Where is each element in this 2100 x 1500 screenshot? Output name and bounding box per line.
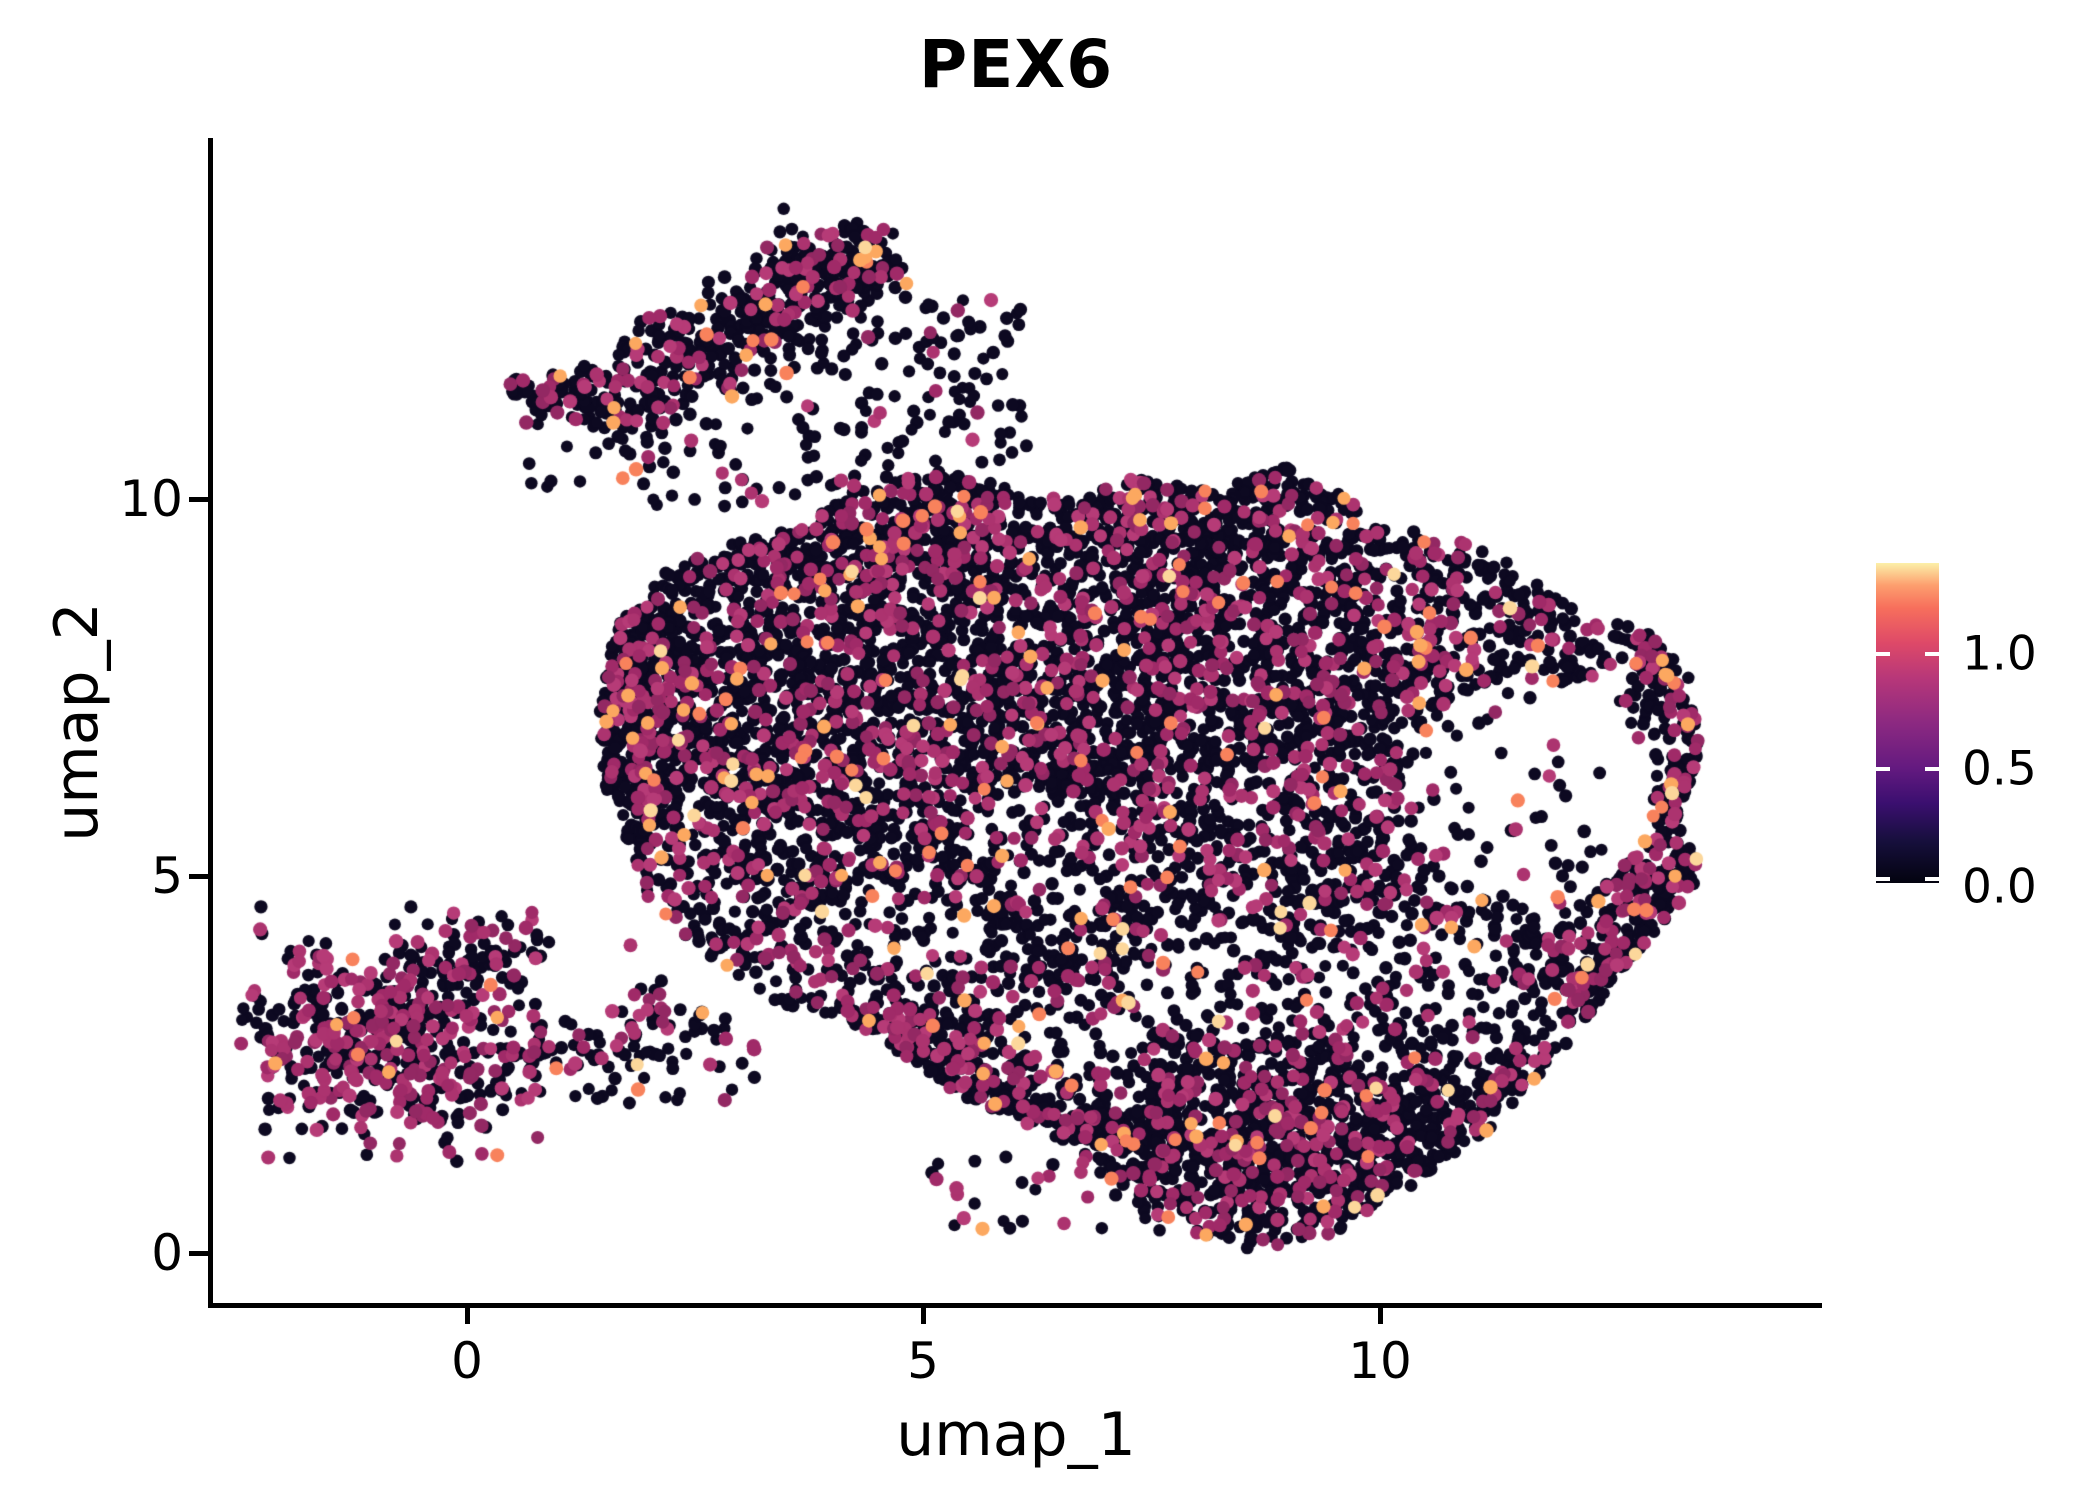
colorbar-label: 0.0: [1962, 859, 2037, 915]
y-tick-10: [189, 496, 208, 502]
y-tick-5: [189, 873, 208, 879]
y-axis-line: [208, 138, 213, 1305]
x-tick-10: [1377, 1308, 1383, 1324]
x-tick-label: 10: [1348, 1332, 1412, 1390]
y-tick-label: 0: [151, 1224, 183, 1282]
x-tick-5: [920, 1308, 926, 1324]
x-tick-0: [464, 1308, 470, 1324]
y-axis-title: umap_2: [42, 602, 112, 842]
colorbar-tick-1.0: [1925, 652, 1939, 656]
colorbar-label: 1.0: [1962, 626, 2037, 682]
colorbar-tick-1.0: [1876, 652, 1890, 656]
colorbar: [1876, 563, 1939, 883]
y-tick-label: 10: [119, 470, 183, 528]
x-tick-label: 5: [907, 1332, 939, 1390]
y-tick-label: 5: [151, 847, 183, 905]
y-tick-0: [189, 1250, 208, 1256]
x-tick-label: 0: [451, 1332, 483, 1390]
colorbar-tick-0.0: [1925, 877, 1939, 881]
colorbar-tick-0.5: [1925, 767, 1939, 771]
x-axis-title: umap_1: [896, 1400, 1136, 1470]
x-axis-line: [208, 1303, 1822, 1308]
plot-title: PEX6: [918, 26, 1114, 103]
colorbar-tick-0.0: [1876, 877, 1890, 881]
colorbar-label: 0.5: [1962, 741, 2037, 797]
colorbar-tick-0.5: [1876, 767, 1890, 771]
